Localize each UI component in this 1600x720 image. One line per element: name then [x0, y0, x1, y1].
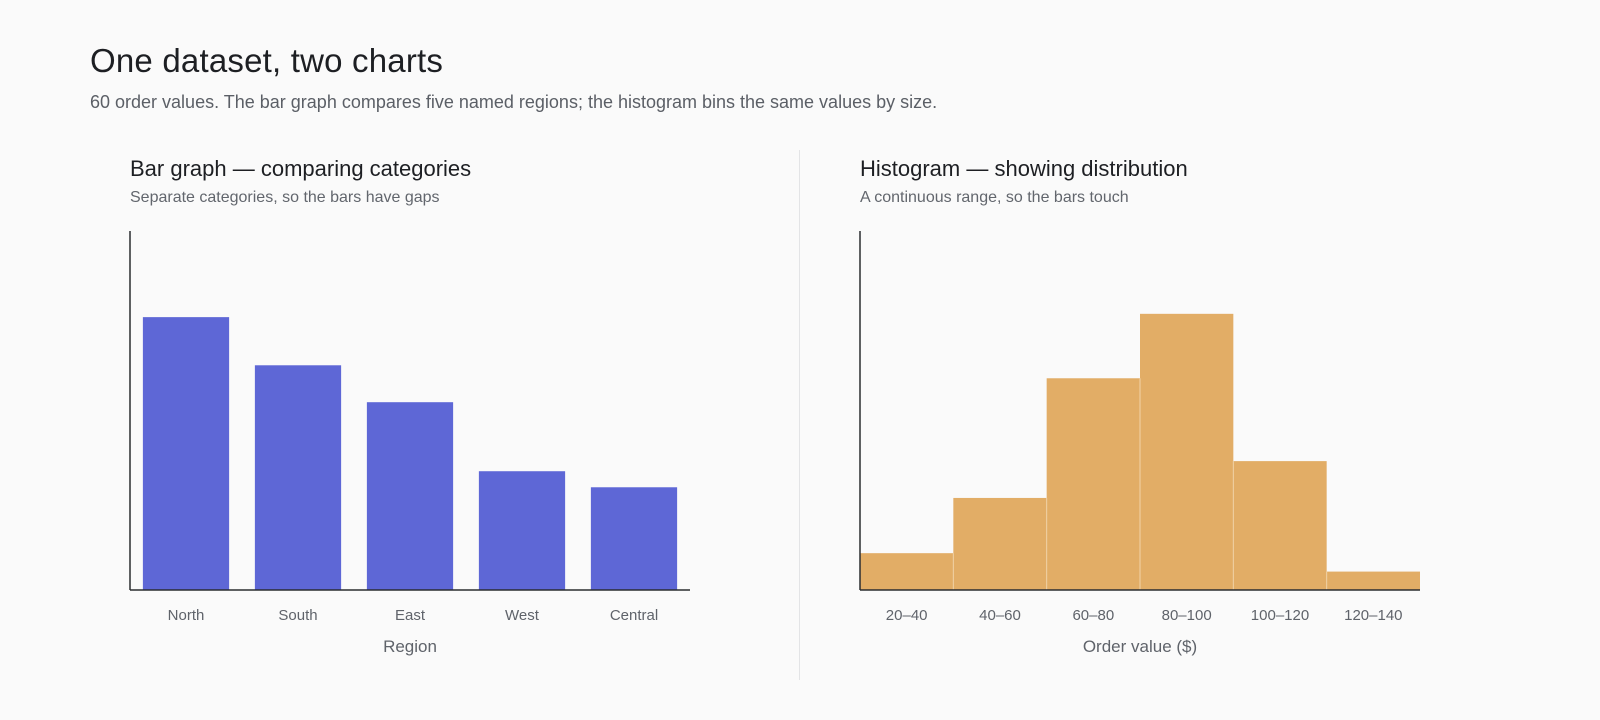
histogram-x-axis-label: Order value ($) [1083, 637, 1197, 656]
bar-chart-tick-label-0: North [168, 607, 205, 624]
bar-chart-title: Bar graph — comparing categories [130, 156, 472, 181]
histogram-tick-label-1: 40–60 [979, 607, 1021, 624]
bar-chart-bar-3 [478, 471, 566, 590]
bar-chart-x-axis-label: Region [383, 637, 437, 656]
bar-chart-tick-label-2: East [395, 607, 426, 624]
histogram-chart: 20–40 40–60 60–80 80–100 100–120 120–140 Order… [859, 231, 1420, 656]
histogram-tick-label-0: 20–40 [886, 607, 928, 624]
bar-chart-tick-label-3: West [505, 607, 540, 624]
bar-chart-bar-4 [590, 487, 678, 590]
histogram-title: Histogram — showing distribution [860, 156, 1188, 181]
histogram-tick-label-2: 60–80 [1072, 607, 1114, 624]
histogram-tick-label-4: 100–120 [1251, 607, 1309, 624]
bar-chart-tick-label-1: South [278, 607, 317, 624]
histogram-subtitle: A continuous range, so the bars touch [860, 189, 1129, 206]
bar-chart-bar-0 [142, 317, 230, 590]
histogram-bar-0 [860, 553, 954, 590]
page-subtitle: 60 order values. The bar graph compares … [90, 92, 938, 112]
histogram-bar-4 [1233, 461, 1327, 590]
page-title: One dataset, two charts [90, 42, 444, 79]
histogram-bar-2 [1046, 378, 1140, 590]
histogram-tick-label-5: 120–140 [1344, 607, 1402, 624]
bar-chart: North South East West Central Region [129, 231, 690, 656]
bar-chart-bar-2 [366, 402, 454, 590]
histogram-bar-5 [1326, 571, 1420, 590]
histogram-tick-label-3: 80–100 [1162, 607, 1212, 624]
histogram-bar-1 [953, 497, 1047, 590]
panel-divider [799, 150, 800, 680]
bar-chart-bar-1 [254, 365, 342, 590]
bar-chart-subtitle: Separate categories, so the bars have ga… [130, 189, 440, 206]
bar-chart-tick-label-4: Central [610, 607, 658, 624]
histogram-bar-3 [1140, 313, 1234, 590]
